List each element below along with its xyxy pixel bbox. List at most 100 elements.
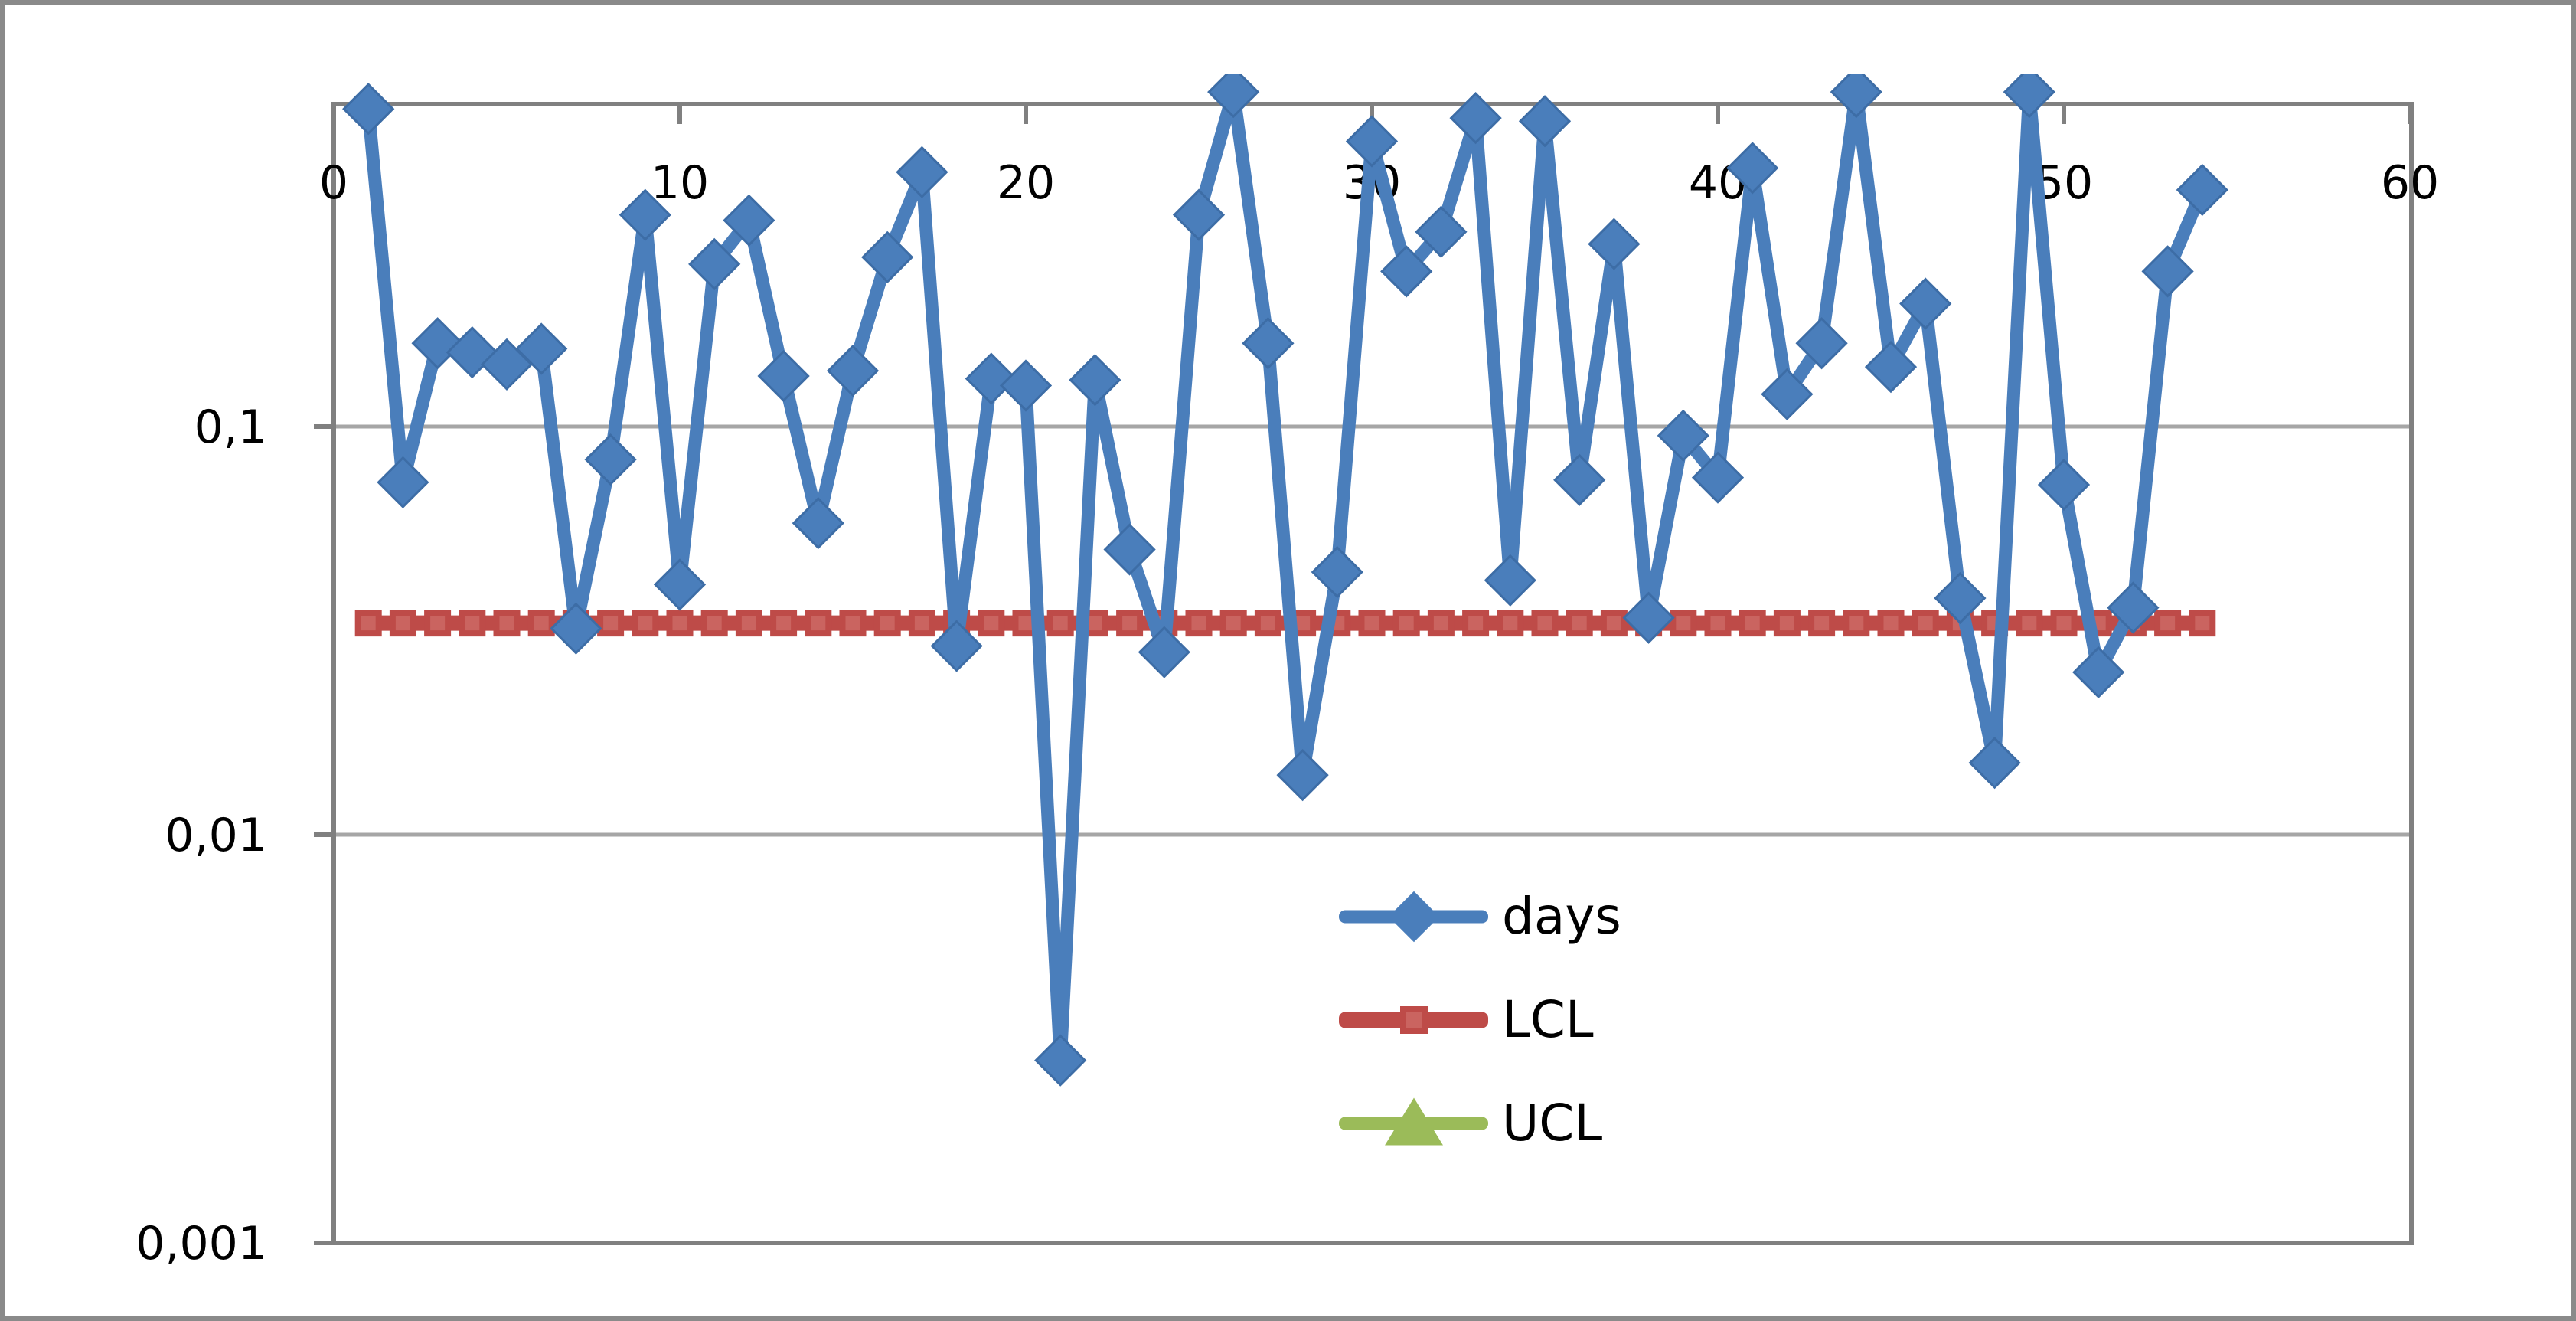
days-marker (1657, 409, 1709, 462)
days-marker (1726, 142, 1779, 195)
lcl-marker-inner (1572, 616, 1587, 631)
x-tick-label: 60 (2381, 156, 2439, 210)
days-marker (1276, 748, 1329, 802)
days-marker (515, 322, 568, 375)
lcl-marker-inner (1364, 616, 1379, 631)
days-marker (653, 558, 707, 611)
lcl-marker-inner (1918, 616, 1933, 631)
days-marker (1242, 317, 1295, 370)
lcl-marker-inner (1745, 616, 1760, 631)
lcl-marker-inner (914, 616, 929, 631)
days-marker (1553, 453, 1606, 506)
lcl-marker-inner (1226, 616, 1241, 631)
y-tick-label: 0,1 (194, 401, 267, 454)
lcl-marker-inner (707, 616, 722, 631)
days-marker (1899, 277, 1952, 330)
lcl-marker-inner (1676, 616, 1691, 631)
lcl-marker-inner (395, 616, 410, 631)
days-marker (1138, 626, 1190, 678)
days-marker (930, 620, 983, 672)
days-marker (342, 83, 395, 136)
days-marker (1518, 95, 1572, 148)
days-marker (2176, 163, 2228, 217)
days-marker (1691, 451, 1745, 504)
lcl-marker-inner (361, 616, 376, 631)
days-marker (1934, 571, 1987, 625)
lcl-marker-inner (1053, 616, 1068, 631)
lcl-marker-inner (430, 616, 446, 631)
lcl-marker-inner (1710, 616, 1725, 631)
gridlines (334, 424, 2411, 1245)
lcl-marker-inner (1814, 616, 1830, 631)
days-series (342, 74, 2228, 1087)
days-marker (2003, 74, 2055, 119)
lcl-marker-inner (534, 616, 549, 631)
days-marker (377, 456, 429, 508)
lcl-marker-inner (845, 616, 860, 631)
days-marker (1449, 91, 1502, 145)
days-marker (2072, 646, 2125, 699)
y-tick-label: 0,01 (165, 809, 267, 862)
days-marker (619, 188, 671, 241)
days-marker (965, 352, 1017, 405)
lcl-marker-inner (2160, 616, 2176, 631)
days-marker (1380, 245, 1433, 298)
lcl-marker-inner (603, 616, 619, 631)
x-tick-label: 10 (651, 156, 709, 210)
days-marker (723, 194, 775, 247)
days-marker (1484, 554, 1536, 607)
lcl-marker-inner (1883, 616, 1899, 631)
lcl-marker-inner (1191, 616, 1206, 631)
days-marker (1069, 354, 1121, 407)
days-marker (2141, 245, 2194, 298)
lcl-marker-inner (1606, 616, 1621, 631)
x-tick-label: 20 (997, 156, 1055, 210)
lcl-marker-inner (776, 616, 792, 631)
days-marker (1034, 1034, 1087, 1087)
days-marker (1864, 340, 1918, 394)
lcl-marker-inner (2022, 616, 2037, 631)
days-marker (1588, 217, 1641, 270)
lcl-marker-inner (1468, 616, 1484, 631)
days-marker (757, 349, 810, 403)
x-tick-label: 0 (319, 156, 348, 210)
lcl-marker-inner (1018, 616, 1033, 631)
lcl-marker-inner (1503, 616, 1518, 631)
days-marker (792, 496, 844, 550)
days-marker (2037, 458, 2091, 512)
lcl-marker-inner (465, 616, 480, 631)
days-marker (861, 231, 914, 283)
days-marker (1207, 74, 1260, 119)
days-marker (896, 146, 948, 198)
lcl-marker-inner (672, 616, 687, 631)
days-marker (550, 602, 602, 655)
lcl-marker-inner (1122, 616, 1138, 631)
days-marker (1830, 74, 1882, 119)
lcl-marker-inner (1433, 616, 1448, 631)
days-marker (1795, 317, 1848, 370)
lcl-marker-inner (1399, 616, 1414, 631)
days-marker (826, 345, 880, 397)
axes: 0 10 20 30 40 50 600,10,010,001 (135, 102, 2439, 1270)
lcl-marker-inner (1260, 616, 1275, 631)
lcl-marker-inner (638, 616, 653, 631)
days-marker (1172, 188, 1226, 241)
lcl-marker-inner (880, 616, 895, 631)
days-marker (1103, 523, 1156, 576)
lcl-marker-inner (1779, 616, 1794, 631)
lcl-marker-inner (984, 616, 999, 631)
days-marker (2107, 581, 2160, 634)
days-marker (1345, 115, 1399, 168)
lcl-marker-inner (499, 616, 514, 631)
lcl-marker-inner (741, 616, 756, 631)
days-marker (1311, 545, 1363, 599)
lcl-marker-inner (1849, 616, 1864, 631)
days-marker (688, 237, 741, 291)
chart-plot-area: 0 10 20 30 40 50 600,10,010,001 (135, 74, 2439, 1270)
lcl-marker-inner (1537, 616, 1552, 631)
days-marker (1761, 368, 1814, 420)
y-tick-label: 0,001 (135, 1217, 267, 1270)
lcl-marker-inner (2056, 616, 2072, 631)
lcl-marker-inner (1087, 616, 1102, 631)
